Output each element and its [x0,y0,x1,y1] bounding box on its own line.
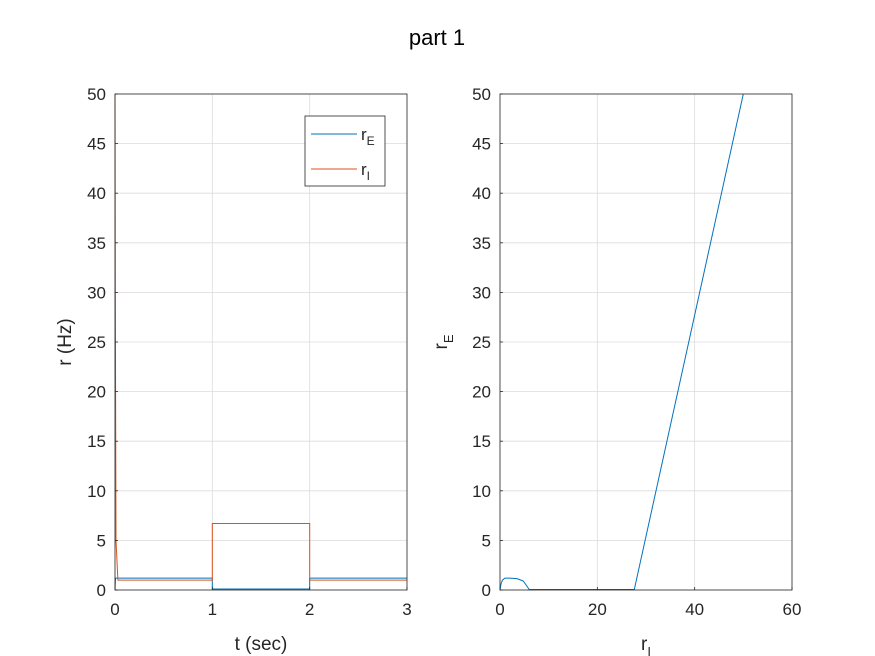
left-y-tick-label: 35 [87,234,106,253]
right-x-tick-label: 60 [783,600,802,619]
right-y-tick-label: 15 [472,432,491,451]
right-y-tick-label: 35 [472,234,491,253]
right-y-tick-label: 30 [472,283,491,302]
left-y-tick-label: 40 [87,184,106,203]
left-y-tick-label: 50 [87,85,106,104]
right-ticks: 0 20 40 60 0 5 10 15 20 25 30 35 40 45 50 [472,85,801,619]
left-x-tick-label: 2 [305,600,314,619]
left-x-tick-label: 3 [402,600,411,619]
right-x-axis-label: rI [641,634,651,656]
right-series-lines [499,93,744,591]
right-y-tick-label: 25 [472,333,491,352]
right-y-axis-label: rE [431,334,456,349]
legend: rE rI [304,115,386,187]
left-y-tick-label: 25 [87,333,106,352]
left-x-tick-label: 0 [110,600,119,619]
right-series-line-0 [499,93,744,591]
left-y-tick-label: 45 [87,135,106,154]
left-y-axis-label: r (Hz) [55,318,76,365]
right-axes: 0 20 40 60 0 5 10 15 20 25 30 35 40 45 50 rI rE [431,85,801,656]
left-y-tick-label: 5 [97,531,106,550]
legend-box [304,115,386,187]
left-y-tick-label: 15 [87,432,106,451]
legend-label-rI: rI [361,160,370,183]
right-y-tick-label: 10 [472,482,491,501]
left-series-line-rI [114,93,407,581]
right-x-tick-label: 0 [495,600,504,619]
right-y-tick-label: 20 [472,383,491,402]
left-y-tick-label: 10 [87,482,106,501]
right-y-tick-label: 0 [482,581,491,600]
left-x-tick-label: 1 [208,600,217,619]
left-y-tick-label: 0 [97,581,106,600]
right-y-tick-label: 45 [472,135,491,154]
left-y-tick-label: 30 [87,283,106,302]
left-x-axis-label: t (sec) [235,634,288,655]
right-y-tick-label: 40 [472,184,491,203]
right-x-tick-label: 40 [685,600,704,619]
left-y-tick-label: 20 [87,383,106,402]
legend-label-rE: rE [361,125,375,148]
right-x-tick-label: 20 [588,600,607,619]
figure-title: part 1 [409,25,465,50]
right-y-tick-label: 5 [482,531,491,550]
right-y-tick-label: 50 [472,85,491,104]
